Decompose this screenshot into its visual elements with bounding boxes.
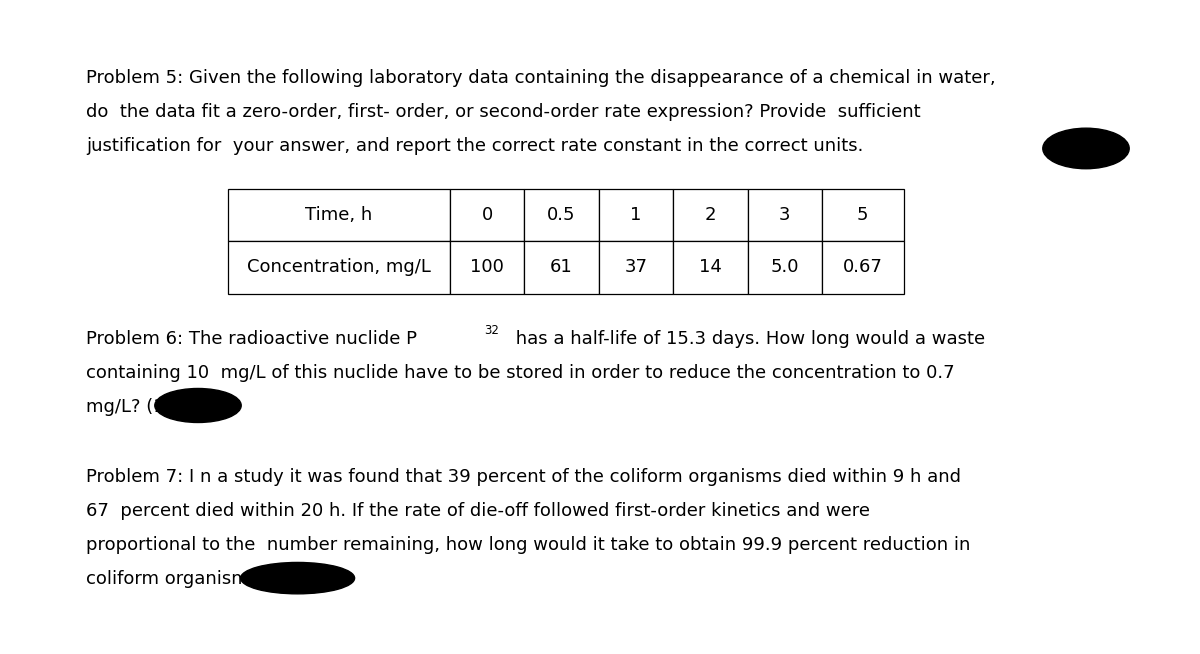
- Text: 61: 61: [551, 258, 572, 277]
- Text: Time, h: Time, h: [305, 206, 373, 224]
- Text: containing 10  mg/L of this nuclide have to be stored in order to reduce the con: containing 10 mg/L of this nuclide have …: [86, 364, 955, 382]
- Text: 32: 32: [484, 324, 499, 337]
- Ellipse shape: [155, 388, 241, 422]
- Text: justification for  your answer, and report the correct rate constant in the corr: justification for your answer, and repor…: [86, 137, 864, 155]
- Text: coliform organisms?: coliform organisms?: [86, 570, 268, 588]
- Text: 5: 5: [857, 206, 869, 224]
- Ellipse shape: [1043, 128, 1129, 169]
- Bar: [673, 189, 748, 241]
- Text: 1: 1: [630, 206, 642, 224]
- Bar: [228, 189, 450, 241]
- Bar: [748, 241, 822, 294]
- Bar: [599, 241, 673, 294]
- Text: 0.67: 0.67: [842, 258, 883, 277]
- Text: 37: 37: [624, 258, 648, 277]
- Bar: [450, 189, 524, 241]
- Bar: [822, 241, 904, 294]
- Bar: [673, 241, 748, 294]
- Text: 3: 3: [779, 206, 791, 224]
- Text: has a half-life of 15.3 days. How long would a waste: has a half-life of 15.3 days. How long w…: [510, 330, 985, 348]
- Text: 14: 14: [698, 258, 722, 277]
- Text: Problem 5: Given the following laboratory data containing the disappearance of a: Problem 5: Given the following laborator…: [86, 69, 996, 87]
- Text: Concentration, mg/L: Concentration, mg/L: [247, 258, 431, 277]
- Text: do  the data fit a zero-order, first- order, or second-order rate expression? Pr: do the data fit a zero-order, first- ord…: [86, 103, 922, 121]
- Text: proportional to the  number remaining, how long would it take to obtain 99.9 per: proportional to the number remaining, ho…: [86, 536, 971, 554]
- Bar: [599, 189, 673, 241]
- Text: Problem 7: I n a study it was found that 39 percent of the coliform organisms di: Problem 7: I n a study it was found that…: [86, 468, 961, 486]
- Bar: [450, 241, 524, 294]
- Text: 0.5: 0.5: [547, 206, 576, 224]
- Bar: [822, 189, 904, 241]
- Text: 2: 2: [704, 206, 716, 224]
- Text: 100: 100: [470, 258, 504, 277]
- Text: 67  percent died within 20 h. If the rate of die-off followed first-order kineti: 67 percent died within 20 h. If the rate…: [86, 502, 870, 520]
- Bar: [524, 241, 599, 294]
- Text: Problem 6: The radioactive nuclide P: Problem 6: The radioactive nuclide P: [86, 330, 418, 348]
- Bar: [748, 189, 822, 241]
- Bar: [524, 189, 599, 241]
- Text: 5.0: 5.0: [770, 258, 799, 277]
- Text: mg/L? (1: mg/L? (1: [86, 398, 166, 416]
- Ellipse shape: [241, 562, 355, 594]
- Bar: [228, 241, 450, 294]
- Text: 0: 0: [481, 206, 493, 224]
